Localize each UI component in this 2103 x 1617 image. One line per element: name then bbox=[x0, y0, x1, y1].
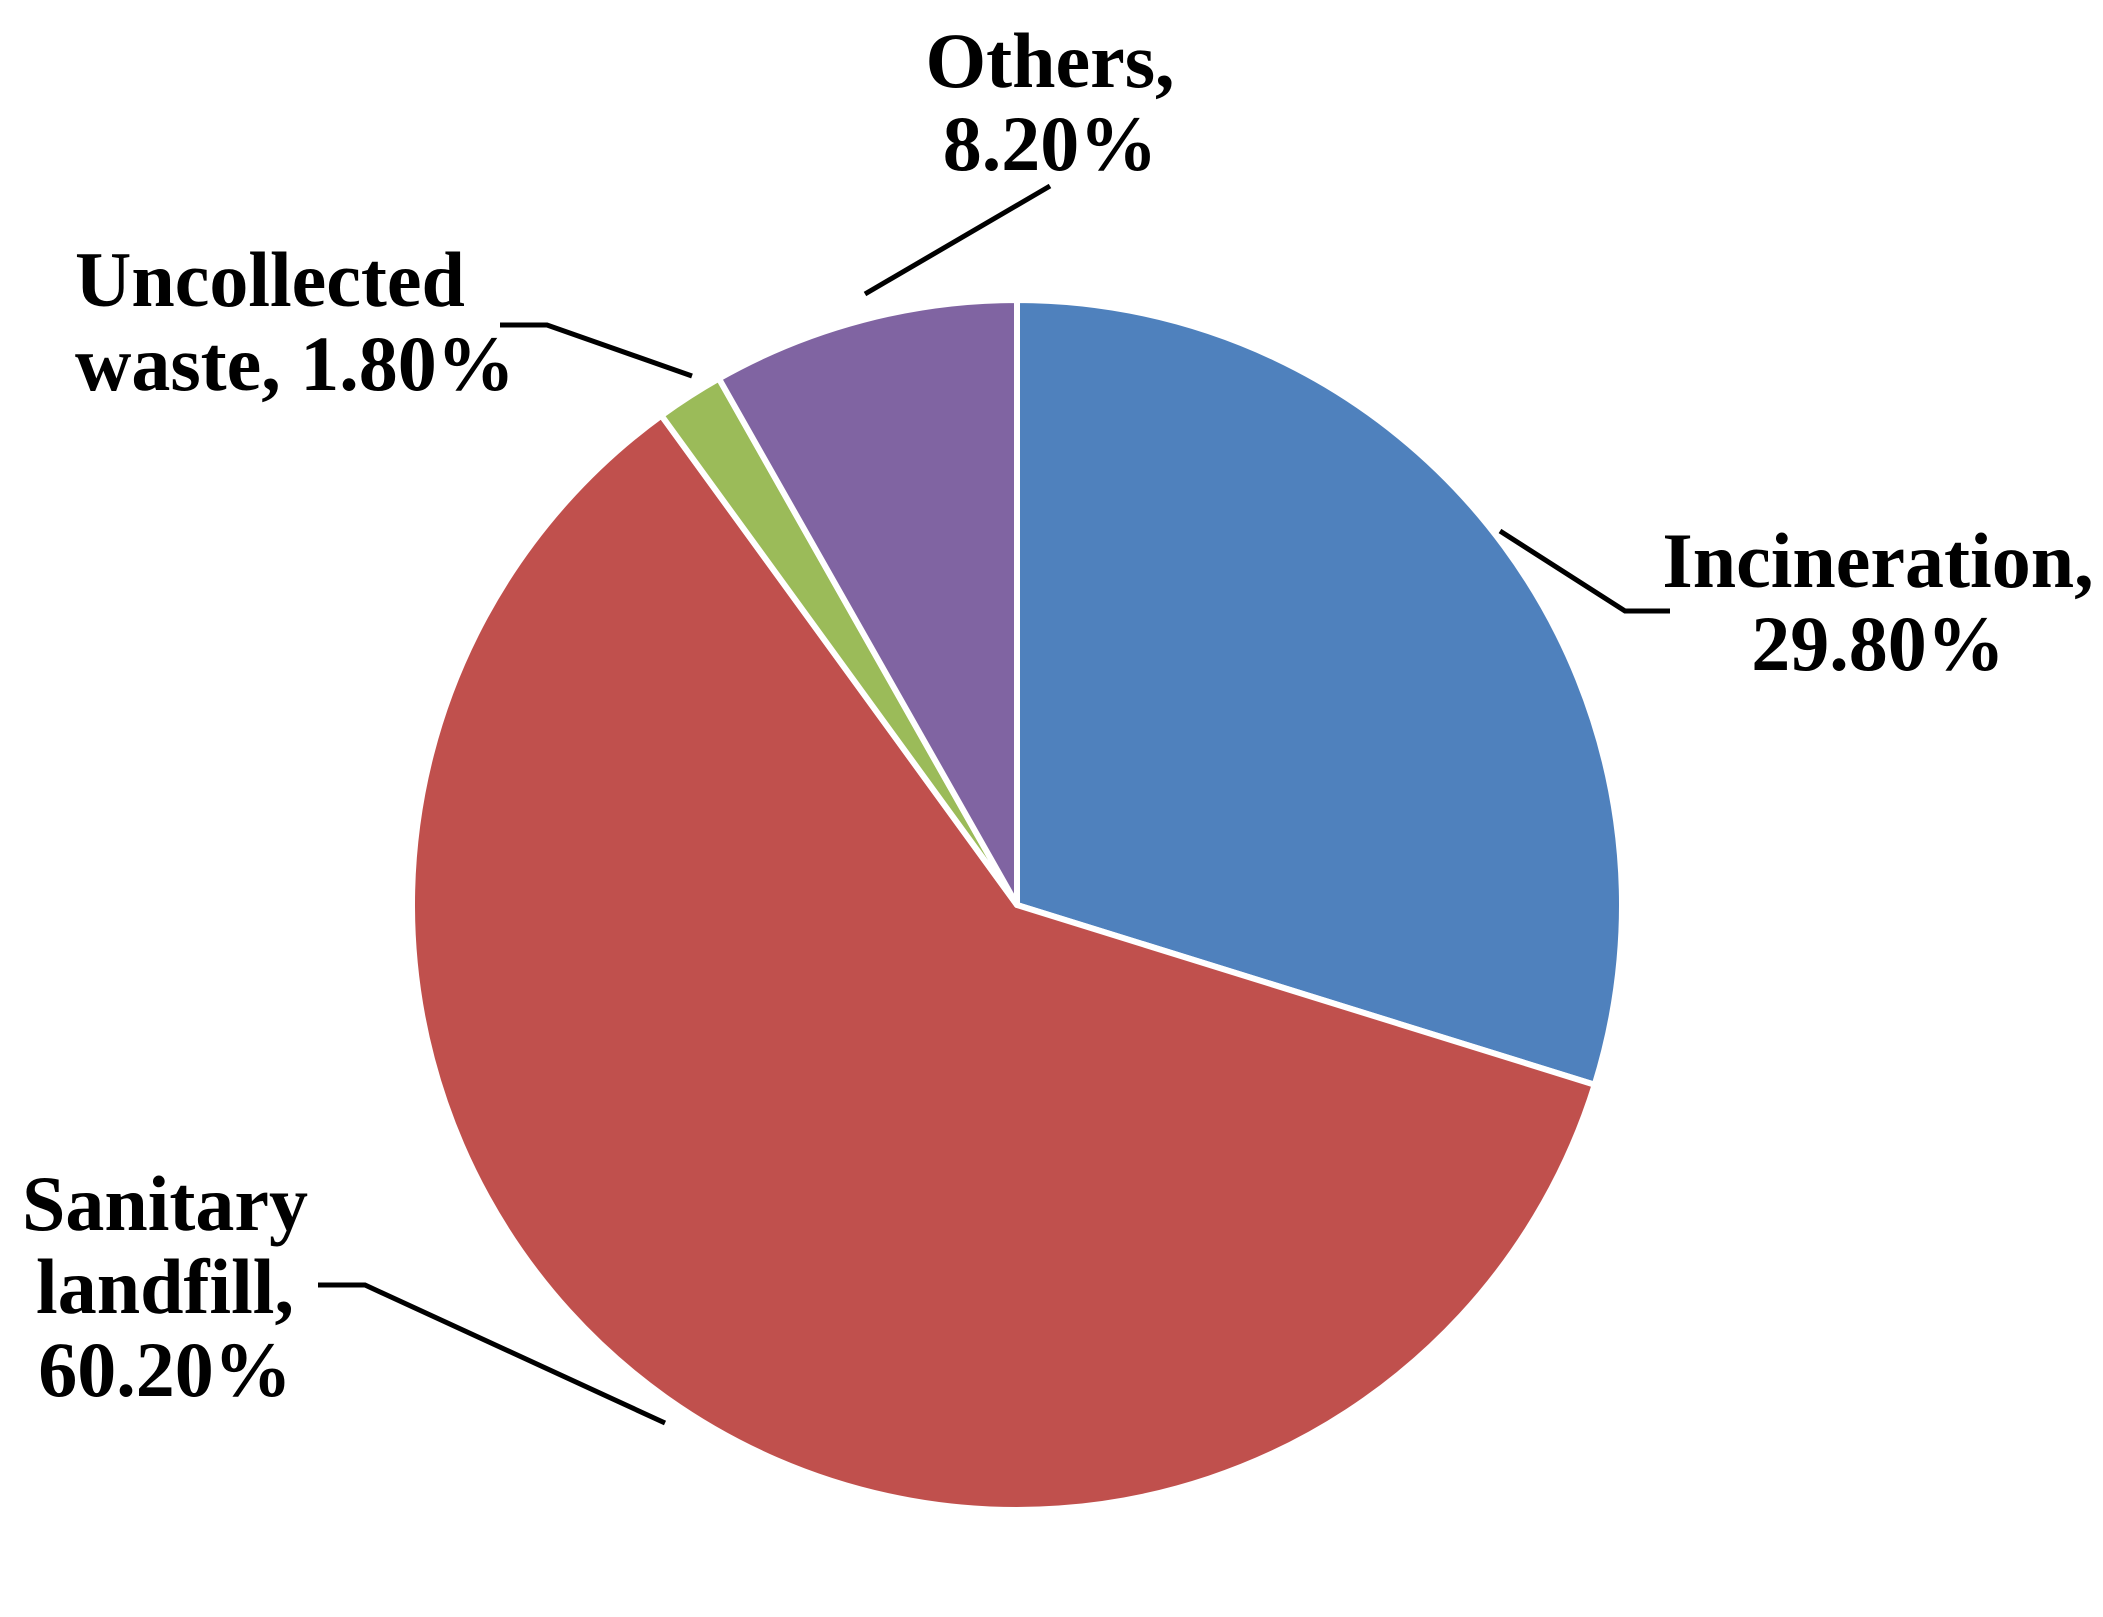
data-label-incineration-line1: Incineration, bbox=[1662, 517, 2093, 604]
data-label-sanitary-landfill-line1: Sanitary bbox=[22, 1160, 308, 1247]
pie-slice-sanitary-landfill bbox=[409, 412, 1598, 1513]
pie-slice-others bbox=[715, 297, 1020, 908]
data-label-incineration-value: 29.80% bbox=[1751, 600, 2005, 687]
leader-line-incineration bbox=[1498, 528, 1670, 614]
data-label-others-value: 8.20% bbox=[943, 100, 1158, 187]
data-label-uncollected-waste-line1: Uncollected bbox=[75, 236, 465, 323]
data-label-sanitary-landfill-value: 60.20% bbox=[38, 1326, 292, 1413]
leader-line-uncollected-waste bbox=[500, 322, 693, 379]
data-label-sanitary-landfill-line2: landfill, bbox=[36, 1243, 294, 1330]
leader-lines bbox=[318, 183, 1670, 1426]
pie-slice-incineration bbox=[1014, 297, 1625, 1088]
leader-line-others bbox=[863, 183, 1052, 297]
pie-slices bbox=[409, 297, 1625, 1513]
data-labels: Incineration, 29.80% Sanitary landfill, … bbox=[22, 17, 2094, 1413]
data-label-others-line1: Others, bbox=[925, 17, 1174, 104]
leader-line-sanitary-landfill bbox=[318, 1282, 667, 1426]
data-label-uncollected-waste-value: waste, 1.80% bbox=[75, 320, 515, 407]
